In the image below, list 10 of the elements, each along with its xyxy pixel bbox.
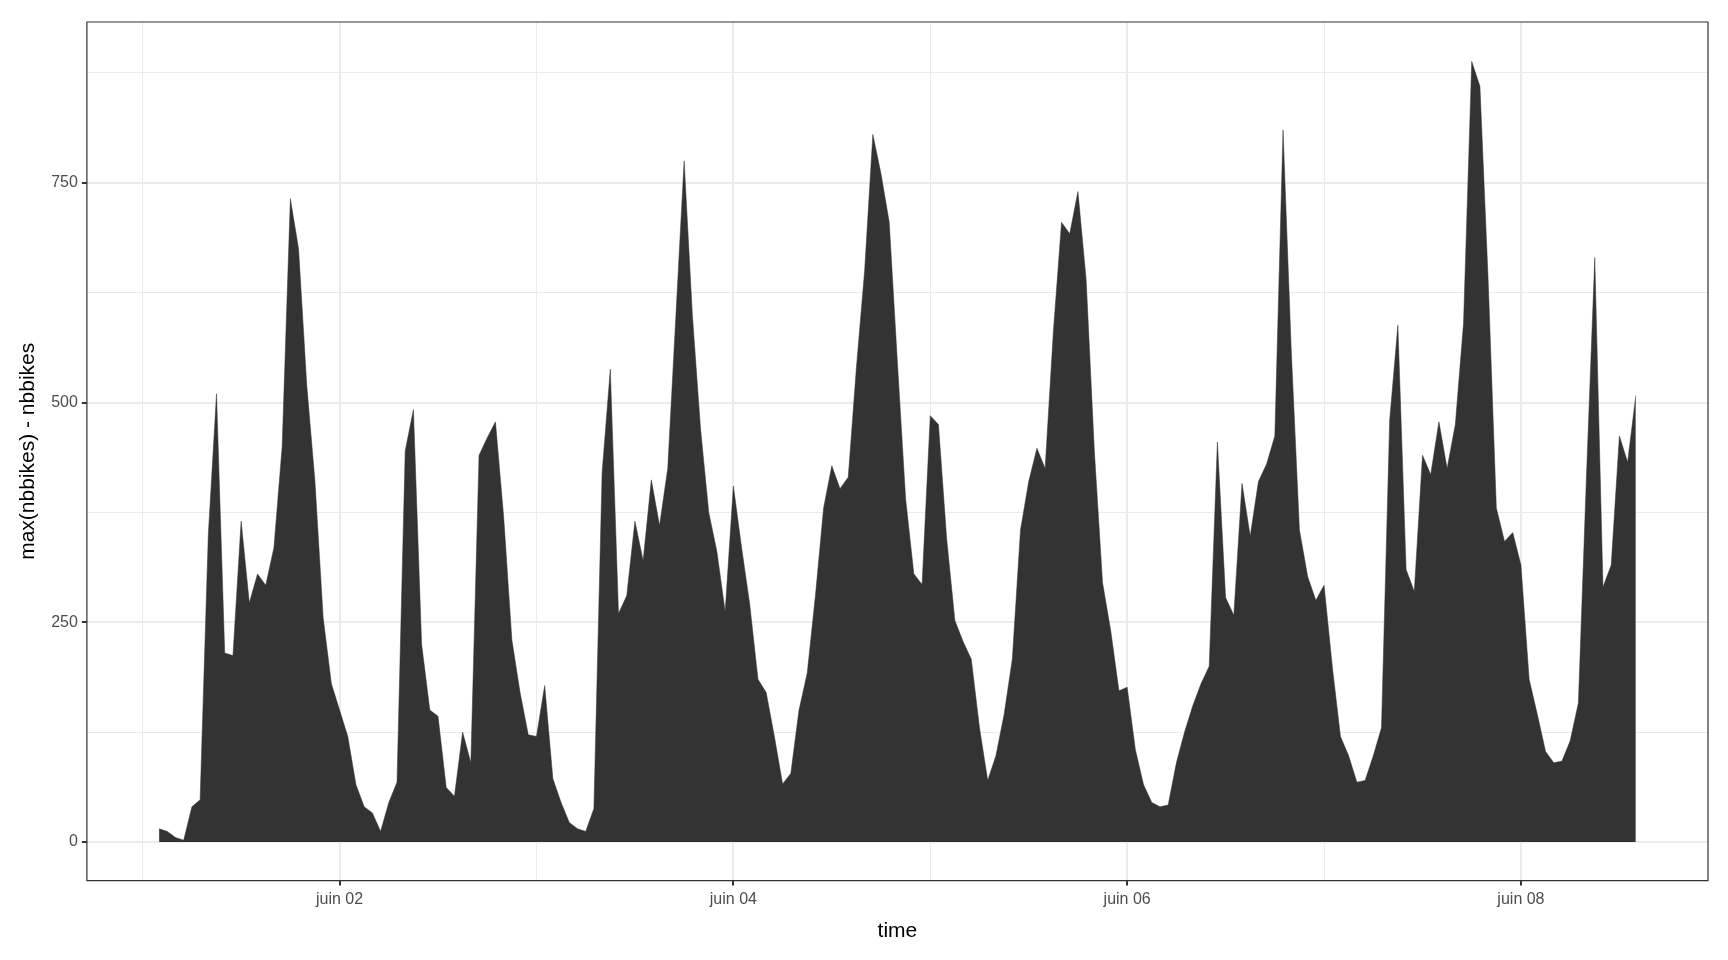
x-tick-label: juin 06 (1102, 889, 1151, 907)
y-tick-label: 500 (51, 392, 78, 410)
x-tick-label: juin 02 (315, 889, 364, 907)
y-tick-label: 250 (51, 612, 78, 630)
y-tick-label: 0 (68, 832, 78, 850)
x-tick-label: juin 04 (708, 889, 758, 907)
x-tick-label: juin 08 (1496, 889, 1545, 907)
y-tick-label: 750 (51, 173, 78, 191)
y-axis-title: max(nbbikes) - nbbikes (15, 342, 39, 560)
x-axis-title: time (877, 918, 918, 942)
